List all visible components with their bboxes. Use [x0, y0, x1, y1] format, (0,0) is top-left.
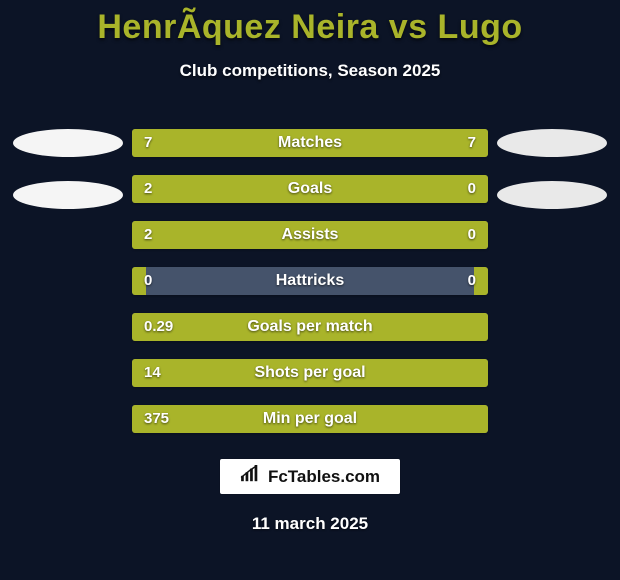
player-right-badges	[492, 129, 612, 209]
comparison-body: 77Matches 20Goals 20Assists 00Hattricks 0.29…	[0, 129, 620, 433]
comparison-title: HenrÃ­quez Neira vs Lugo	[97, 8, 522, 47]
stat-label: Goals per match	[132, 313, 488, 341]
comparison-subtitle: Club competitions, Season 2025	[180, 61, 441, 81]
player-right-oval-2	[497, 181, 607, 209]
branding-text: FcTables.com	[268, 467, 380, 487]
stat-row: 0.29Goals per match	[132, 313, 488, 341]
stat-bars: 77Matches 20Goals 20Assists 00Hattricks 0.29…	[128, 129, 492, 433]
stat-label: Goals	[132, 175, 488, 203]
stat-label: Matches	[132, 129, 488, 157]
stat-row: 77Matches	[132, 129, 488, 157]
player-left-oval-2	[13, 181, 123, 209]
branding-badge: FcTables.com	[220, 459, 400, 494]
player-left-badges	[8, 129, 128, 209]
player-left-oval-1	[13, 129, 123, 157]
stat-label: Shots per goal	[132, 359, 488, 387]
stat-row: 375Min per goal	[132, 405, 488, 433]
chart-icon	[240, 465, 262, 488]
stat-label: Assists	[132, 221, 488, 249]
player-right-oval-1	[497, 129, 607, 157]
stat-label: Min per goal	[132, 405, 488, 433]
comparison-date: 11 march 2025	[252, 514, 368, 534]
stat-row: 20Assists	[132, 221, 488, 249]
stat-label: Hattricks	[132, 267, 488, 295]
stat-row: 14Shots per goal	[132, 359, 488, 387]
stat-row: 00Hattricks	[132, 267, 488, 295]
stat-row: 20Goals	[132, 175, 488, 203]
